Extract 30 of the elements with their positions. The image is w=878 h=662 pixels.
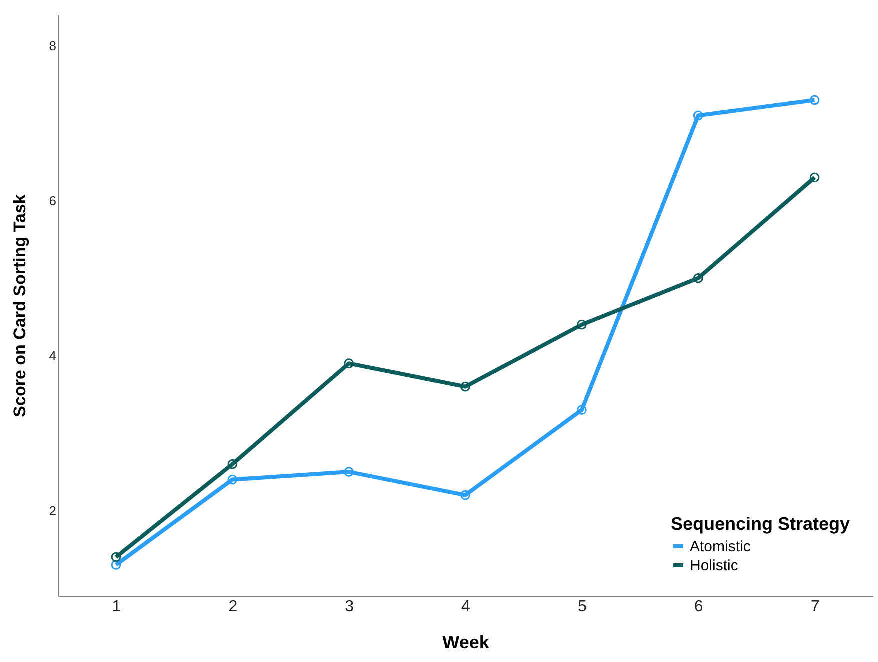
y-tick-label: 8 [49, 38, 56, 54]
point [344, 358, 354, 369]
point [228, 459, 238, 470]
x-tick-label: 2 [228, 598, 238, 616]
x-axis-title: Week [442, 632, 490, 652]
x-tick-label: 7 [810, 598, 820, 616]
point [576, 320, 587, 330]
point [460, 490, 470, 500]
legend-label: Atomistic [690, 538, 752, 556]
point [111, 552, 122, 562]
x-tick-label: 5 [578, 598, 587, 616]
point [810, 95, 820, 106]
point [810, 172, 820, 183]
legend-label: Holistic [690, 558, 739, 574]
x-tick-label: 1 [112, 598, 122, 616]
point [693, 273, 704, 284]
point [111, 560, 122, 570]
y-tick-label: 2 [49, 503, 56, 518]
x-tick-label: 3 [345, 598, 354, 616]
legend-title: Sequencing Strategy [671, 514, 850, 534]
y-tick-label: 4 [49, 348, 56, 364]
point [344, 467, 354, 477]
point [460, 382, 470, 392]
y-axis-title: Score on Card Sorting Task [10, 194, 30, 418]
point [693, 110, 704, 121]
x-tick-label: 4 [462, 598, 471, 616]
point [228, 474, 238, 485]
x-tick-label: 6 [694, 598, 704, 616]
point [576, 405, 587, 416]
y-tick-label: 6 [49, 193, 56, 208]
